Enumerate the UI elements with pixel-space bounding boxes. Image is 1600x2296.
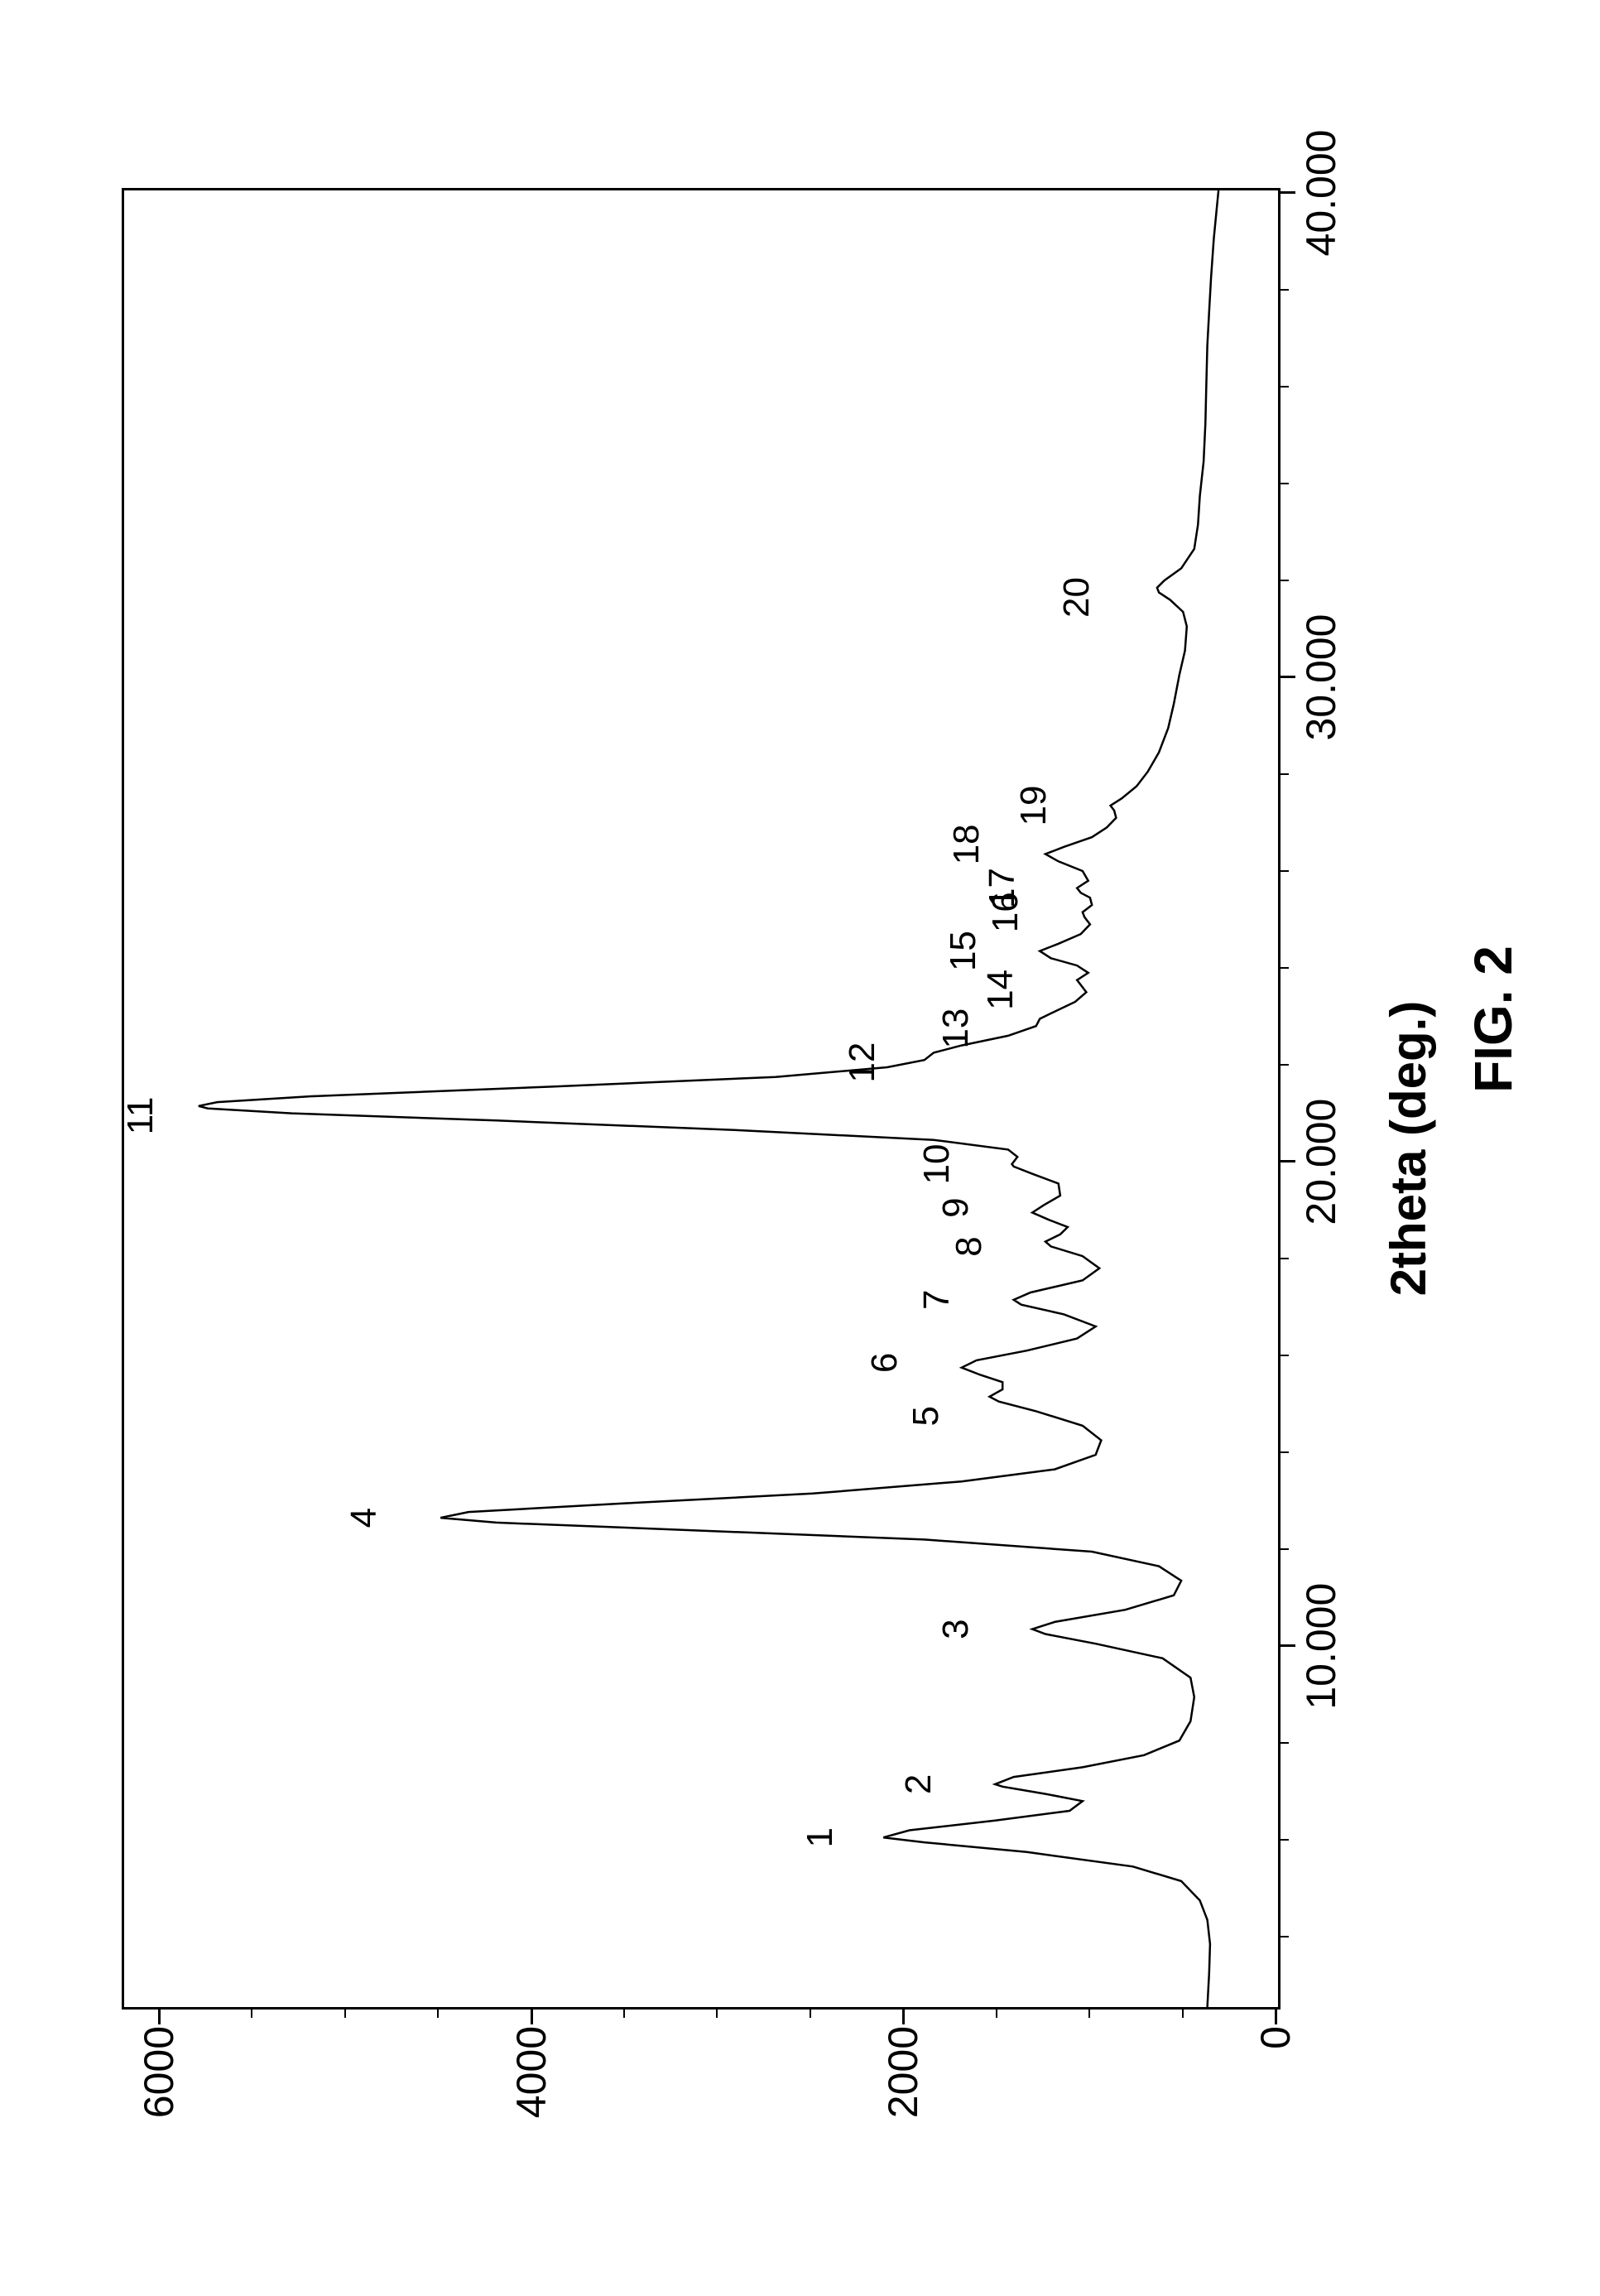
x-tick-label: 10.000 bbox=[1297, 1582, 1345, 1709]
y-tick-mark bbox=[530, 2010, 532, 2024]
peak-label-14: 14 bbox=[979, 969, 1021, 1009]
plot-area: 1234567891011121314151617181920 bbox=[122, 188, 1280, 2010]
y-minor-tick bbox=[1088, 2010, 1090, 2018]
peak-label-19: 19 bbox=[1013, 785, 1055, 826]
x-minor-tick bbox=[1280, 289, 1289, 291]
x-tick-mark bbox=[1280, 1644, 1295, 1647]
y-minor-tick bbox=[437, 2010, 439, 2018]
x-minor-tick bbox=[1280, 1936, 1289, 1937]
peak-label-12: 12 bbox=[842, 1042, 883, 1082]
y-minor-tick bbox=[251, 2010, 252, 2018]
x-tick-mark bbox=[1280, 191, 1295, 194]
peak-label-9: 9 bbox=[935, 1197, 976, 1217]
peak-label-1: 1 bbox=[799, 1827, 840, 1846]
y-minor-tick bbox=[1181, 2010, 1183, 2018]
figure: 1234567891011121314151617181920 2theta (… bbox=[55, 72, 1545, 2225]
peak-label-20: 20 bbox=[1055, 576, 1097, 617]
y-minor-tick bbox=[716, 2010, 718, 2018]
peak-label-15: 15 bbox=[942, 931, 983, 971]
y-minor-tick bbox=[809, 2010, 810, 2018]
x-tick-mark bbox=[1280, 1160, 1295, 1162]
x-minor-tick bbox=[1280, 483, 1289, 484]
x-minor-tick bbox=[1280, 1355, 1289, 1356]
y-tick-label: 0 bbox=[1252, 2026, 1300, 2142]
peak-label-10: 10 bbox=[916, 1143, 958, 1184]
x-minor-tick bbox=[1280, 580, 1289, 581]
x-minor-tick bbox=[1280, 1258, 1289, 1259]
x-minor-tick bbox=[1280, 1064, 1289, 1066]
y-tick-mark bbox=[1275, 2010, 1277, 2024]
x-minor-tick bbox=[1280, 773, 1289, 775]
xrd-curve bbox=[124, 190, 1278, 2007]
rotated-figure-container: 1234567891011121314151617181920 2theta (… bbox=[55, 72, 1545, 2225]
peak-label-17: 17 bbox=[981, 868, 1022, 908]
peak-label-18: 18 bbox=[946, 824, 987, 864]
x-tick-label: 20.000 bbox=[1297, 1098, 1345, 1225]
x-axis-title: 2theta (deg.) bbox=[1380, 1000, 1437, 1296]
peak-label-3: 3 bbox=[935, 1619, 976, 1639]
x-tick-mark bbox=[1280, 676, 1295, 678]
x-minor-tick bbox=[1280, 1839, 1289, 1841]
y-tick-mark bbox=[157, 2010, 160, 2024]
peak-label-11: 11 bbox=[119, 1096, 161, 1134]
page: 1234567891011121314151617181920 2theta (… bbox=[0, 0, 1600, 2296]
y-minor-tick bbox=[995, 2010, 997, 2018]
peak-label-6: 6 bbox=[864, 1352, 906, 1372]
x-minor-tick bbox=[1280, 386, 1289, 387]
x-minor-tick bbox=[1280, 1548, 1289, 1550]
peak-label-5: 5 bbox=[905, 1405, 946, 1425]
y-minor-tick bbox=[623, 2010, 625, 2018]
figure-title: FIG. 2 bbox=[1463, 946, 1524, 1093]
peak-label-8: 8 bbox=[948, 1236, 989, 1256]
x-tick-label: 40.000 bbox=[1297, 129, 1345, 256]
peak-label-4: 4 bbox=[343, 1507, 384, 1527]
x-minor-tick bbox=[1280, 1451, 1289, 1453]
peak-label-7: 7 bbox=[916, 1289, 958, 1309]
peak-label-2: 2 bbox=[897, 1774, 939, 1793]
x-minor-tick bbox=[1280, 1742, 1289, 1744]
y-tick-mark bbox=[902, 2010, 905, 2024]
x-minor-tick bbox=[1280, 870, 1289, 872]
y-tick-label: 4000 bbox=[507, 2026, 555, 2142]
y-tick-label: 2000 bbox=[879, 2026, 927, 2142]
x-minor-tick bbox=[1280, 967, 1289, 969]
peak-label-13: 13 bbox=[935, 1008, 976, 1048]
y-minor-tick bbox=[344, 2010, 345, 2018]
x-tick-label: 30.000 bbox=[1297, 614, 1345, 740]
y-tick-label: 6000 bbox=[134, 2026, 182, 2142]
